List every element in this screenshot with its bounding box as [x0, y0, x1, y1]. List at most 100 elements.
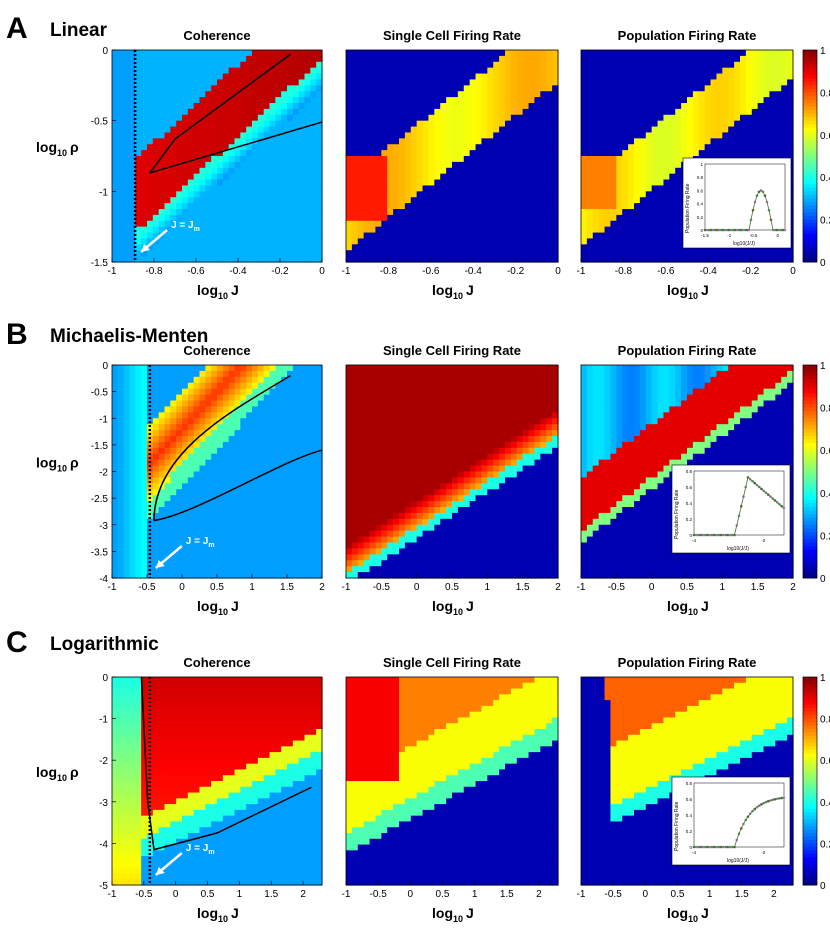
heatmap-cell: [728, 97, 735, 104]
heatmap-cell: [369, 250, 377, 257]
heatmap-cell: [135, 179, 142, 187]
heatmap-cell: [487, 179, 494, 187]
heatmap-cell: [176, 256, 183, 263]
heatmap-cell: [158, 191, 166, 198]
heatmap-cell: [269, 179, 276, 187]
heatmap-cell: [681, 50, 688, 57]
heatmap-cell: [787, 50, 794, 57]
heatmap-cell: [287, 156, 294, 163]
heatmap-cell: [434, 61, 441, 69]
heatmap-cell: [452, 61, 459, 69]
heatmap-cell: [252, 441, 259, 449]
heatmap-cell: [463, 50, 471, 57]
heatmap-cell: [540, 161, 547, 169]
heatmap-cell: [598, 132, 606, 139]
heatmap-cell: [211, 226, 218, 234]
heatmap-cell: [164, 91, 171, 98]
heatmap-cell: [534, 179, 541, 187]
heatmap-cell: [252, 156, 259, 163]
heatmap-cell: [440, 61, 447, 69]
heatmap-cell: [182, 400, 189, 408]
heatmap-cell: [781, 73, 788, 81]
heatmap-cell: [123, 542, 131, 550]
heatmap-cell: [422, 55, 430, 63]
heatmap-cell: [528, 144, 536, 151]
heatmap-cell: [199, 120, 206, 128]
heatmap-cell: [246, 179, 253, 187]
heatmap-cell: [393, 250, 400, 257]
colorbar-segment: [803, 156, 817, 161]
heatmap-cell: [710, 79, 718, 86]
heatmap-cell: [152, 132, 160, 139]
heatmap-cell: [634, 250, 641, 257]
heatmap-cell: [487, 209, 494, 216]
heatmap-cell: [669, 238, 676, 245]
heatmap-cell: [422, 79, 430, 86]
heatmap-cell: [416, 256, 424, 263]
heatmap-cell: [199, 566, 206, 573]
heatmap-cell: [205, 530, 212, 538]
heatmap-cell: [234, 214, 241, 222]
heatmap-cell: [182, 185, 189, 192]
heatmap-cell: [675, 256, 682, 263]
colorbar-segment: [803, 230, 817, 235]
heatmap-cell: [351, 114, 359, 122]
heatmap-cell: [598, 209, 606, 216]
heatmap-cell: [170, 226, 177, 234]
panel-letter-A: A: [6, 12, 28, 45]
heatmap-cell: [222, 536, 230, 544]
heatmap-cell: [440, 250, 447, 257]
heatmap-cell: [252, 447, 259, 455]
heatmap-cell: [493, 256, 500, 263]
heatmap-cell: [199, 132, 206, 139]
heatmap-cell: [123, 441, 131, 449]
heatmap-cell: [399, 55, 406, 63]
heatmap-cell: [234, 554, 241, 561]
heatmap-cell: [604, 114, 612, 122]
heatmap-cell: [228, 424, 236, 431]
heatmap-cell: [610, 73, 617, 81]
heatmap-cell: [657, 167, 665, 175]
heatmap-cell: [129, 554, 136, 561]
heatmap-cell: [217, 132, 224, 139]
heatmap-cell: [375, 114, 382, 122]
heatmap-cell: [581, 179, 588, 187]
heatmap-cell: [158, 477, 166, 484]
heatmap-cell: [663, 156, 670, 163]
heatmap-cell: [211, 203, 218, 210]
heatmap-cell: [164, 483, 171, 490]
heatmap-cell: [112, 512, 119, 520]
heatmap-cell: [687, 55, 694, 63]
heatmap-cell: [410, 97, 418, 104]
heatmap-cell: [187, 370, 195, 378]
heatmap-cell: [176, 400, 183, 408]
heatmap-cell: [716, 97, 723, 104]
heatmap-cell: [252, 430, 259, 437]
heatmap-cell: [228, 370, 236, 378]
colorbar-A: [803, 50, 817, 263]
heatmap-cell: [217, 85, 224, 92]
heatmap-cell: [751, 138, 759, 145]
heatmap-cell: [452, 197, 459, 204]
heatmap-cell: [522, 61, 530, 69]
heatmap-cell: [675, 108, 682, 116]
heatmap-cell: [176, 226, 183, 234]
heatmap-cell: [639, 220, 647, 228]
heatmap-cell: [287, 244, 294, 251]
heatmap-cell: [586, 108, 594, 116]
heatmap-cell: [187, 156, 195, 163]
heatmap-cell: [681, 67, 688, 75]
colorbar-segment: [803, 92, 817, 97]
heatmap-cell: [217, 388, 224, 396]
heatmap-cell: [581, 244, 588, 251]
heatmap-cell: [416, 79, 424, 86]
heatmap-cell: [287, 191, 294, 198]
colorbar-segment: [803, 187, 817, 192]
heatmap-cell: [393, 256, 400, 263]
heatmap-cell: [581, 67, 588, 75]
heatmap-cell: [246, 144, 253, 151]
heatmap-cell: [234, 447, 241, 455]
heatmap-cell: [193, 524, 201, 532]
x-tick-label: -0.8: [615, 266, 633, 277]
heatmap-cell: [487, 244, 494, 251]
